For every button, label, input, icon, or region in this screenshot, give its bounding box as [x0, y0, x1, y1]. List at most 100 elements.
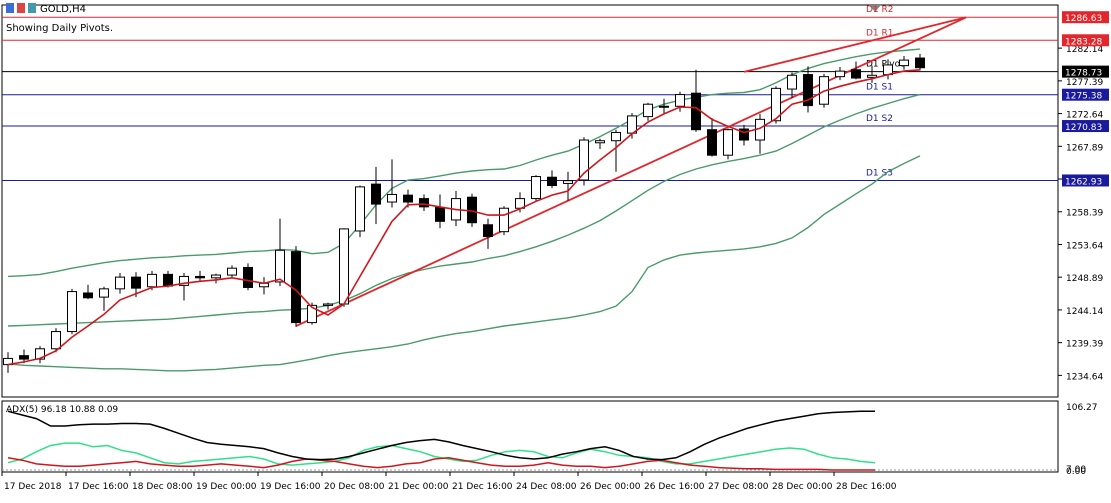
pivot-price-badge	[1062, 65, 1109, 78]
pivot-price-badge	[1062, 34, 1109, 47]
pivot-label: D1 R2	[866, 5, 894, 15]
bollinger-upper-line	[7, 48, 921, 278]
candle-body	[339, 228, 349, 305]
pivot-price-text: 1283.28	[1065, 37, 1102, 47]
price-panel-frame	[1, 4, 1059, 398]
candle-body	[3, 357, 13, 366]
price-tick-label: 1244.14	[1066, 307, 1103, 317]
pivot-price-text: 1270.83	[1065, 123, 1102, 133]
shift-marker-icon	[869, 5, 881, 12]
candle-body	[355, 186, 365, 232]
time-tick-label: 19 Dec 00:00	[196, 482, 257, 492]
candle-body	[19, 355, 29, 360]
adx-label: ADX(5) 96.18 10.88 0.09	[6, 405, 118, 415]
candle-body	[803, 74, 813, 107]
symbol-header: GOLD,H4	[6, 3, 86, 15]
price-tick-label: 1267.89	[1066, 143, 1103, 153]
adx-axis-value: 7.00	[1066, 465, 1086, 475]
price-tick-label: 1272.64	[1066, 111, 1103, 121]
candle-body	[99, 288, 109, 298]
adx-axis-zero: 0.00	[1066, 467, 1086, 477]
candle-body	[163, 273, 173, 287]
time-tick-label: 20 Dec 08:00	[324, 482, 385, 492]
time-tick-label: 28 Dec 16:00	[836, 482, 897, 492]
pivot-label: D1 S1	[866, 83, 893, 93]
candle-body	[115, 276, 125, 290]
channel-top-line	[743, 16, 967, 73]
moving-average-line	[7, 69, 921, 366]
pivot-label: D1 S2	[866, 114, 893, 124]
candle-body	[531, 176, 541, 200]
price-tick-label: 1234.64	[1066, 372, 1103, 382]
candle-body	[435, 207, 445, 222]
candle-body	[691, 92, 701, 131]
candle-body	[787, 74, 797, 90]
window-icon	[6, 3, 36, 13]
price-tick-label: 1253.64	[1066, 241, 1103, 251]
candle-body	[851, 69, 861, 79]
time-tick-label: 26 Dec 16:00	[644, 482, 705, 492]
adx-main-line	[7, 410, 875, 461]
bollinger-lower-line	[7, 155, 921, 372]
candle-body	[835, 70, 845, 78]
candle-body	[547, 176, 557, 186]
candle-body	[195, 275, 205, 279]
candle-body	[323, 303, 333, 306]
candle-body	[707, 129, 717, 156]
candle-body	[483, 224, 493, 237]
pivot-price-text: 1286.63	[1065, 14, 1102, 24]
price-tick-label: 1277.39	[1066, 78, 1103, 88]
pivot-price-badge	[1062, 174, 1109, 187]
candle-body	[211, 274, 221, 279]
channel-bottom-line	[295, 16, 967, 327]
bollinger-middle-line	[7, 93, 921, 327]
candle-body	[371, 183, 381, 205]
time-tick-label: 18 Dec 08:00	[132, 482, 193, 492]
candle-body	[83, 292, 93, 299]
candle-body	[51, 331, 61, 350]
pivot-subtitle: Showing Daily Pivots.	[6, 23, 114, 34]
time-tick-label: 24 Dec 08:00	[516, 482, 577, 492]
pivot-price-text: 1262.93	[1065, 177, 1102, 187]
time-tick-label: 17 Dec 16:00	[68, 482, 129, 492]
pivot-price-text: 1278.73	[1065, 69, 1102, 79]
pivot-label: D1 R1	[866, 28, 894, 38]
candle-body	[403, 194, 413, 203]
candle-body	[723, 129, 733, 156]
candle-body	[915, 57, 925, 69]
candle-body	[67, 291, 77, 333]
time-tick-label: 26 Dec 00:00	[580, 482, 641, 492]
indicator-panel-frame	[1, 400, 1059, 473]
candle-body	[387, 193, 397, 203]
candle-body	[499, 207, 509, 233]
candle-body	[899, 59, 909, 67]
candle-body	[595, 140, 605, 144]
price-tick-label: 1248.89	[1066, 274, 1103, 284]
candle-body	[275, 249, 285, 283]
candle-body	[579, 139, 589, 181]
candle-body	[675, 94, 685, 107]
symbol-label: GOLD,H4	[40, 4, 86, 15]
candle-body	[563, 180, 573, 184]
pivot-label: D1 S3	[866, 168, 893, 178]
time-tick-label: 19 Dec 16:00	[260, 482, 321, 492]
time-tick-label: 28 Dec 00:00	[772, 482, 833, 492]
candle-body	[739, 128, 749, 141]
price-tick-label: 1239.39	[1066, 340, 1103, 350]
pivot-price-badge	[1062, 11, 1109, 24]
candle-body	[867, 74, 877, 78]
adx-minus-di-line	[7, 457, 875, 471]
time-tick-label: 21 Dec 00:00	[388, 482, 449, 492]
pivot-price-badge	[1062, 120, 1109, 133]
candle-body	[227, 267, 237, 276]
candle-body	[643, 103, 653, 118]
candle-body	[131, 276, 141, 289]
candle-body	[419, 198, 429, 208]
pivot-price-badge	[1062, 88, 1109, 101]
pivot-price-text: 1275.38	[1065, 92, 1102, 102]
candle-body	[307, 304, 317, 324]
candle-body	[243, 266, 253, 288]
candle-body	[147, 273, 157, 288]
